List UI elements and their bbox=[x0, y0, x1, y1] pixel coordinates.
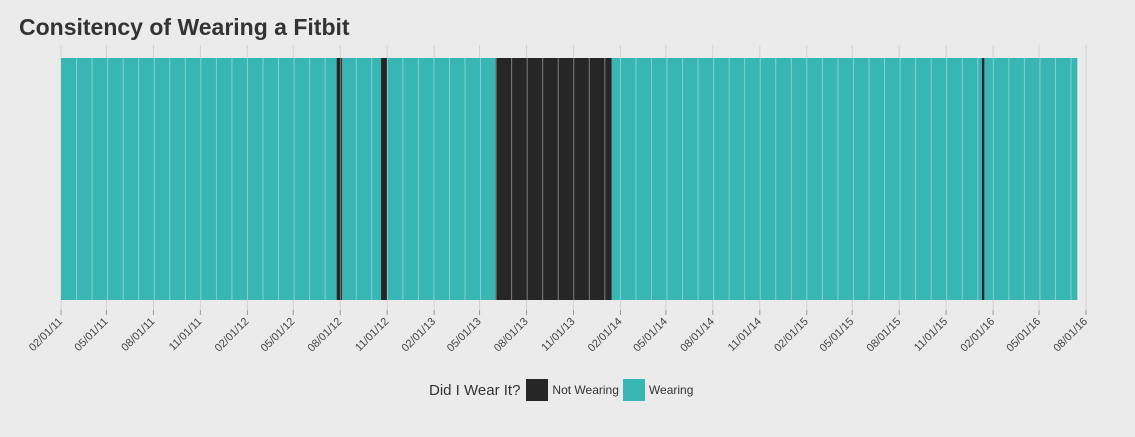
x-tick-label: 05/01/13 bbox=[445, 316, 484, 355]
legend-item-wearing: Wearing bbox=[622, 379, 694, 401]
legend-key-not-wearing bbox=[526, 379, 549, 401]
chart-title: Consitency of Wearing a Fitbit bbox=[19, 14, 350, 40]
x-tick-label: 05/01/11 bbox=[72, 316, 110, 354]
x-tick-label: 11/01/12 bbox=[353, 316, 391, 354]
legend-key-wearing bbox=[622, 379, 645, 401]
x-tick-label: 08/01/15 bbox=[865, 316, 904, 355]
legend: Did I Wear It? Not Wearing Wearing bbox=[429, 379, 697, 401]
week-separator-lines bbox=[76, 58, 1072, 300]
x-tick-label: 05/01/15 bbox=[818, 316, 857, 355]
x-axis-ticks: 02/01/11 05/01/11 08/01/11 11/01/11 02/01/12… bbox=[27, 310, 1090, 354]
x-tick-label: 05/01/14 bbox=[631, 316, 670, 355]
legend-item-not-wearing: Not Wearing bbox=[526, 379, 619, 401]
period-bar-not-wearing bbox=[336, 58, 343, 300]
x-tick-label: 11/01/11 bbox=[167, 316, 205, 354]
x-tick-label: 11/01/13 bbox=[539, 316, 577, 354]
x-tick-label: 08/01/14 bbox=[678, 316, 717, 355]
x-tick-label: 11/01/15 bbox=[912, 316, 950, 354]
period-bar-wearing bbox=[984, 58, 1078, 300]
period-bar-not-wearing bbox=[495, 58, 612, 300]
x-tick-label: 05/01/16 bbox=[1004, 316, 1043, 355]
legend-label-not-wearing: Not Wearing bbox=[552, 383, 619, 397]
x-tick-label: 08/01/12 bbox=[306, 316, 345, 355]
x-tick-label: 02/01/16 bbox=[958, 316, 997, 355]
x-tick-label: 02/01/13 bbox=[399, 316, 438, 355]
period-bar-not-wearing bbox=[381, 58, 388, 300]
period-bar-wearing bbox=[342, 58, 382, 300]
x-tick-label: 11/01/14 bbox=[726, 316, 764, 354]
legend-title: Did I Wear It? bbox=[429, 381, 521, 399]
x-tick-label: 08/01/11 bbox=[119, 316, 157, 354]
x-tick-label: 02/01/11 bbox=[27, 316, 65, 354]
period-bar-wearing bbox=[61, 58, 337, 300]
x-tick-label: 02/01/15 bbox=[772, 316, 811, 355]
period-bar-wearing bbox=[611, 58, 982, 300]
period-bar-wearing bbox=[387, 58, 496, 300]
wear-periods bbox=[61, 58, 1078, 300]
x-tick-label: 05/01/12 bbox=[259, 316, 298, 355]
x-tick-label: 02/01/12 bbox=[213, 316, 252, 355]
x-tick-label: 02/01/14 bbox=[586, 316, 625, 355]
x-tick-label: 08/01/13 bbox=[492, 316, 531, 355]
period-bar-not-wearing bbox=[981, 58, 985, 300]
x-tick-label: 08/01/16 bbox=[1051, 316, 1090, 355]
legend-label-wearing: Wearing bbox=[648, 383, 694, 397]
